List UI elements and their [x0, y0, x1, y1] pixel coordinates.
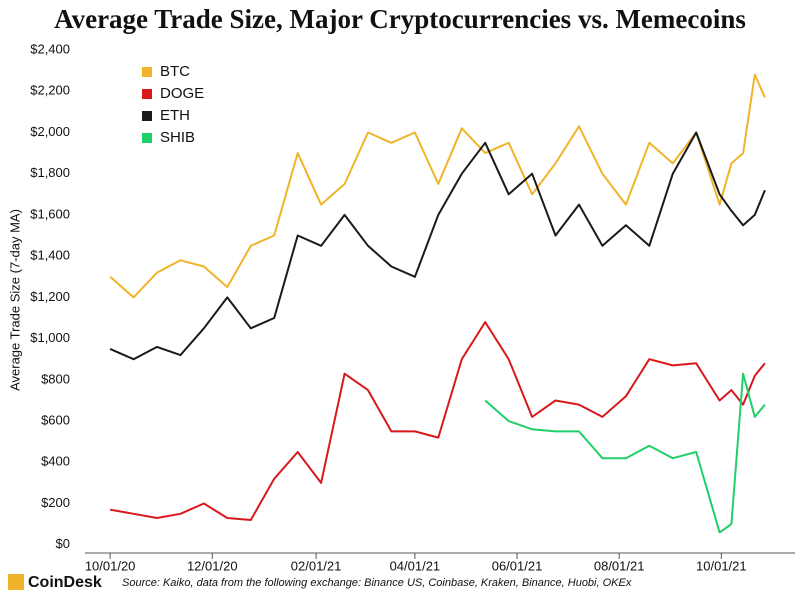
legend-swatch: [142, 133, 152, 143]
legend-swatch: [142, 89, 152, 99]
x-tick-label: 12/01/20: [187, 558, 238, 573]
line: [109, 131, 766, 361]
y-tick-label: $2,400: [30, 41, 70, 56]
y-tick-label: $1,200: [30, 289, 70, 304]
x-tick-label: 08/01/21: [594, 558, 645, 573]
legend-label: SHIB: [160, 129, 195, 146]
x-tick-label: 10/01/20: [85, 558, 136, 573]
legend-label: ETH: [160, 107, 190, 124]
legend-swatch: [142, 111, 152, 121]
y-tick-label: $2,200: [30, 83, 70, 98]
y-tick-label: $400: [41, 454, 70, 469]
logo-icon: [8, 574, 24, 590]
line: [109, 321, 766, 521]
y-tick-label: $1,800: [30, 165, 70, 180]
y-tick-label: $0: [56, 536, 70, 551]
y-tick-label: $1,600: [30, 206, 70, 221]
y-tick-label: $200: [41, 495, 70, 510]
x-tick-label: 10/01/21: [696, 558, 747, 573]
y-tick-label: $2,000: [30, 124, 70, 139]
legend-label: BTC: [160, 63, 190, 80]
x-tick-label: 06/01/21: [492, 558, 543, 573]
y-tick-label: $800: [41, 371, 70, 386]
x-tick-label: 04/01/21: [390, 558, 441, 573]
x-tick-label: 02/01/21: [291, 558, 342, 573]
source: Source: Kaiko, data from the following e…: [122, 577, 632, 589]
line: [109, 73, 766, 299]
y-axis-label: Average Trade Size (7-day MA): [7, 209, 22, 391]
y-tick-label: $600: [41, 413, 70, 428]
line: [484, 372, 766, 534]
chart-title: Average Trade Size, Major Cryptocurrenci…: [54, 4, 746, 34]
legend-swatch: [142, 67, 152, 77]
legend-label: DOGE: [160, 85, 204, 102]
y-tick-label: $1,400: [30, 248, 70, 263]
brand: CoinDesk: [28, 574, 102, 591]
y-tick-label: $1,000: [30, 330, 70, 345]
